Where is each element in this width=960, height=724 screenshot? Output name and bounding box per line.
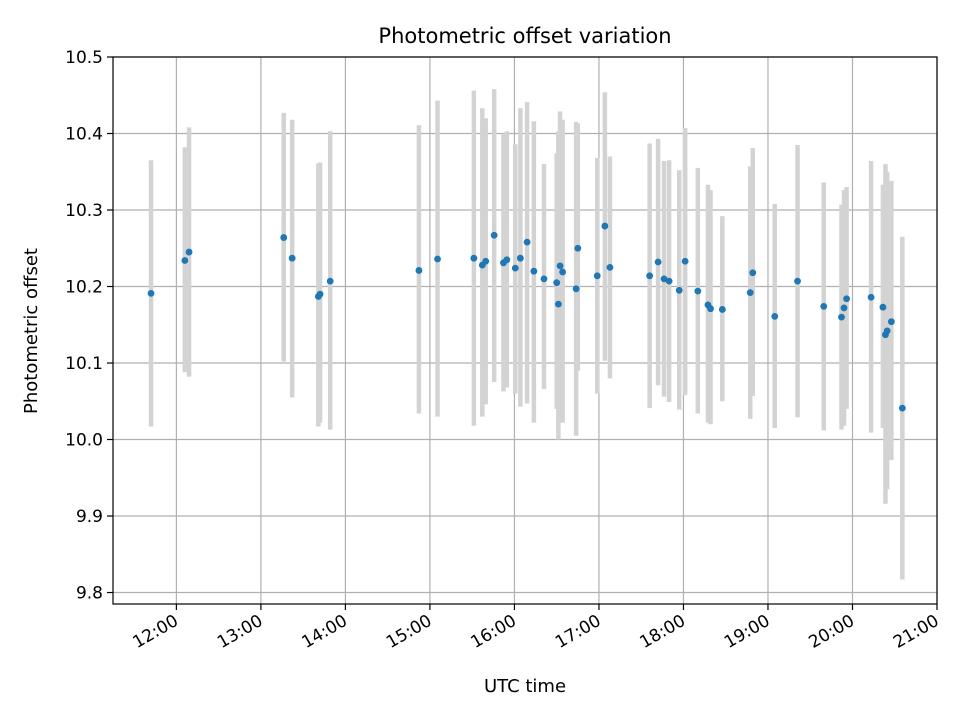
data-point [553,279,561,287]
data-point [593,272,601,280]
data-point [574,244,582,252]
point-layer [147,222,906,412]
data-point [883,327,891,335]
data-point [879,303,887,311]
data-point [867,293,875,301]
y-tick-label: 9.8 [76,584,103,604]
data-point [707,305,714,313]
data-point [887,318,895,326]
data-point [660,275,668,283]
y-tick-label: 10.3 [65,201,103,221]
y-tick-label: 10.4 [65,125,103,145]
y-tick-label: 10.0 [65,431,103,451]
data-point [843,295,850,303]
data-point [559,268,567,276]
data-point [840,304,848,312]
data-point [470,254,478,262]
data-point [516,254,524,262]
data-point [490,231,498,239]
data-point [540,275,548,283]
y-axis-label: Photometric offset [21,248,42,414]
data-point [288,254,296,262]
data-point [280,234,288,241]
data-point [185,248,193,256]
data-point [316,290,324,298]
data-point [482,257,490,265]
data-point [654,258,662,266]
plot-frame [112,56,938,605]
y-tick-label: 10.1 [65,354,103,374]
data-point [898,404,906,412]
data-point [554,300,562,308]
x-axis-label: UTC time [484,676,566,697]
y-tick-label: 9.9 [76,507,103,527]
data-point [646,272,654,280]
data-point [681,257,689,265]
data-point [694,287,702,295]
data-point [326,277,334,285]
data-point [718,306,726,313]
data-point [794,277,801,285]
chart-title: Photometric offset variation [378,24,671,48]
data-point [771,312,779,320]
data-point [820,303,828,310]
data-point [415,267,423,274]
data-point [511,264,519,272]
data-point [749,269,757,277]
data-point [746,289,754,297]
data-point [675,286,683,294]
data-point [434,255,441,263]
data-point [665,277,673,285]
data-point [601,222,609,230]
y-tick-label: 10.5 [65,48,103,68]
data-point [838,313,845,321]
data-point [530,267,538,275]
data-point [181,257,189,264]
y-tick-label: 10.2 [65,278,103,298]
data-point [572,285,580,293]
data-point [606,263,614,271]
data-point [503,256,511,264]
data-point [147,289,155,297]
data-point [556,262,564,270]
data-point [523,238,531,246]
